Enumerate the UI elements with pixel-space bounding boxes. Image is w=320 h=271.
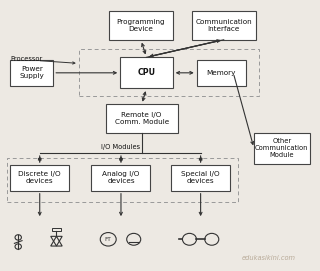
Bar <box>10 60 53 86</box>
Text: Communication
Interface: Communication Interface <box>196 19 252 32</box>
Text: Discrete I/O
devices: Discrete I/O devices <box>19 172 61 185</box>
Text: Special I/O
devices: Special I/O devices <box>181 172 220 185</box>
Text: CPU: CPU <box>138 68 156 77</box>
Text: Power
Supply: Power Supply <box>20 66 44 79</box>
Bar <box>52 228 60 231</box>
Text: Analog I/O
devices: Analog I/O devices <box>102 172 140 185</box>
Text: FT: FT <box>105 237 112 242</box>
Bar <box>254 133 310 164</box>
Text: Remote I/O
Comm. Module: Remote I/O Comm. Module <box>115 112 169 125</box>
Text: I/O Modules: I/O Modules <box>100 144 140 150</box>
Text: Memory: Memory <box>207 70 236 76</box>
Text: Processor: Processor <box>10 56 43 62</box>
Text: edukasikini.com: edukasikini.com <box>241 254 295 260</box>
Bar <box>109 11 173 40</box>
Bar <box>106 105 178 133</box>
Bar <box>79 49 259 96</box>
Text: Programming
Device: Programming Device <box>116 19 165 32</box>
Text: Other
Communication
Module: Other Communication Module <box>255 138 308 158</box>
Bar <box>92 165 150 191</box>
Bar <box>197 60 246 86</box>
Bar <box>120 57 173 88</box>
Bar <box>192 11 256 40</box>
Bar <box>10 165 69 191</box>
Bar <box>171 165 230 191</box>
Bar <box>7 159 238 202</box>
